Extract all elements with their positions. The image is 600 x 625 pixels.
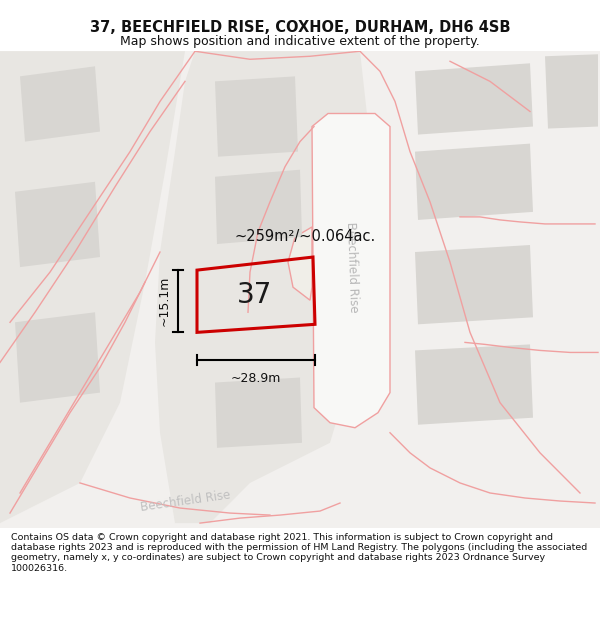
Polygon shape (415, 344, 533, 425)
Text: Contains OS data © Crown copyright and database right 2021. This information is : Contains OS data © Crown copyright and d… (11, 532, 587, 572)
Polygon shape (288, 227, 312, 300)
Polygon shape (15, 312, 100, 402)
Polygon shape (415, 245, 533, 324)
Text: Map shows position and indicative extent of the property.: Map shows position and indicative extent… (120, 35, 480, 48)
Polygon shape (20, 66, 100, 142)
Polygon shape (215, 378, 302, 448)
Polygon shape (415, 144, 533, 220)
Text: 37: 37 (238, 281, 272, 309)
Polygon shape (0, 51, 185, 523)
Text: 37, BEECHFIELD RISE, COXHOE, DURHAM, DH6 4SB: 37, BEECHFIELD RISE, COXHOE, DURHAM, DH6… (90, 20, 510, 35)
Polygon shape (215, 76, 298, 157)
Text: ~259m²/~0.064ac.: ~259m²/~0.064ac. (235, 229, 376, 244)
Polygon shape (15, 182, 100, 267)
Polygon shape (312, 114, 390, 428)
Polygon shape (415, 63, 533, 134)
Text: ~28.9m: ~28.9m (231, 372, 281, 385)
Text: Beechfield Rise: Beechfield Rise (139, 488, 231, 514)
Polygon shape (545, 54, 598, 129)
Polygon shape (155, 51, 370, 523)
Text: ~15.1m: ~15.1m (157, 276, 170, 326)
Polygon shape (215, 170, 302, 244)
Text: Beechfield Rise: Beechfield Rise (344, 221, 360, 312)
Polygon shape (0, 51, 600, 528)
